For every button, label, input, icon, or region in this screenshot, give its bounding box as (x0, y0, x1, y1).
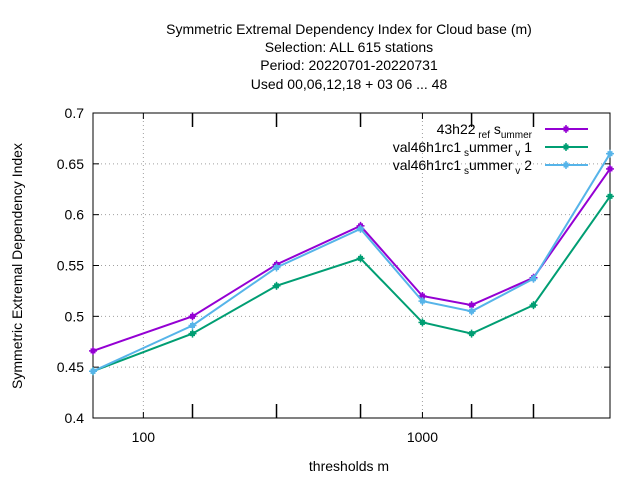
marker-box (419, 293, 425, 299)
series-3-point (467, 307, 476, 316)
grid (93, 113, 610, 418)
y-tick-label: 0.5 (65, 308, 85, 324)
marker-box (90, 348, 96, 354)
marker-box (358, 226, 364, 232)
y-tick-label: 0.45 (57, 359, 84, 375)
series-3-point (356, 224, 365, 233)
chart-title: Symmetric Extremal Dependency Index for … (166, 21, 532, 92)
series-2-point (467, 329, 476, 338)
legend-label-part: ref (476, 130, 491, 141)
title-line-1: Symmetric Extremal Dependency Index for … (166, 21, 532, 37)
legend-marker-1 (562, 125, 570, 133)
series-2-point (272, 281, 281, 290)
legend-label-main: 43h22 (437, 121, 476, 137)
marker-box (358, 255, 364, 261)
marker-box (530, 276, 536, 282)
marker-box (419, 319, 425, 325)
marker-box (563, 162, 569, 168)
marker-box (274, 283, 280, 289)
legend-label-part: v (513, 148, 521, 159)
series-line-2 (92, 195, 611, 373)
legend-label-part: ummer (469, 139, 513, 155)
marker-box (563, 144, 569, 150)
legend-label-part: s (461, 148, 469, 159)
legend-label-part: s (490, 121, 501, 137)
legend-label-part: s (461, 166, 469, 177)
y-tick-label: 0.7 (65, 105, 85, 121)
marker-box (190, 313, 196, 319)
series-2-point (606, 192, 614, 201)
marker-box (563, 126, 569, 132)
legend-label-part: ummer (501, 130, 533, 141)
marker-box (607, 151, 613, 157)
marker-box (419, 298, 425, 304)
series-1-point (89, 346, 97, 355)
series-3-point (418, 297, 427, 306)
legend-label-1: 43h22 ref summer (437, 121, 533, 141)
legend-label-main: val46h1rc1 (393, 139, 462, 155)
legend-label-part: ummer (469, 157, 513, 173)
plot-frame (92, 112, 611, 419)
legend-label-part: 2 (520, 157, 532, 173)
series-1-point (606, 164, 614, 173)
marker-box (190, 322, 196, 328)
title-line-3: Period: 20220701-20220731 (260, 57, 438, 73)
y-tick-label: 0.4 (65, 410, 85, 426)
marker-box (90, 368, 96, 374)
x-tick-label: 100 (132, 429, 156, 445)
series-3-point (89, 367, 97, 376)
marker-box (607, 166, 613, 172)
x-tick-label: 1000 (407, 429, 438, 445)
series-2-point (188, 329, 197, 338)
series-layer (89, 149, 614, 376)
marker-box (274, 265, 280, 271)
marker-box (607, 193, 613, 199)
series-line-3 (92, 153, 611, 373)
title-line-4: Used 00,06,12,18 + 03 06 ... 48 (251, 76, 448, 92)
series-2-point (529, 301, 538, 310)
y-tick-label: 0.65 (57, 156, 84, 172)
series-line-1 (92, 168, 611, 352)
legend-marker-2 (562, 143, 570, 151)
series-3-point (272, 263, 281, 272)
title-line-2: Selection: ALL 615 stations (265, 39, 433, 55)
x-axis-label: thresholds m (309, 458, 389, 474)
legend-label-3: val46h1rc1 summer v 2 (393, 157, 533, 177)
series-3-point (529, 274, 538, 283)
y-tick-label: 0.6 (65, 207, 85, 223)
marker-box (190, 331, 196, 337)
y-axis-label: Symmetric Extremal Dependency Index (9, 143, 25, 389)
axis-ticks: 0.4 0.45 0.5 0.55 0.6 0.65 0.7 100 1000 (57, 105, 610, 445)
series-1-point (188, 312, 197, 321)
marker-box (530, 302, 536, 308)
series-2-point (356, 254, 365, 263)
legend-label-2: val46h1rc1 summer v 1 (393, 139, 533, 159)
marker-box (469, 331, 475, 337)
series-3-point (188, 321, 197, 330)
marker-box (469, 302, 475, 308)
series-3-point (606, 149, 614, 158)
legend-label-main: val46h1rc1 (393, 157, 462, 173)
legend-label-part: 1 (520, 139, 532, 155)
legend-marker-3 (562, 161, 570, 169)
series-2-point (418, 318, 427, 327)
marker-box (469, 308, 475, 314)
legend-label-part: v (513, 166, 521, 177)
y-tick-label: 0.55 (57, 258, 84, 274)
